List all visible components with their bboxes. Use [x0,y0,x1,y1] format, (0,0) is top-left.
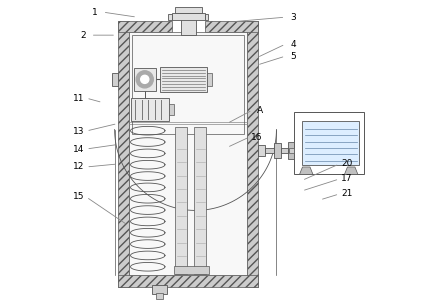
Text: 2: 2 [80,31,86,40]
Text: 4: 4 [290,40,296,49]
Bar [129,32,247,275]
Bar [265,147,274,154]
Bar [169,104,174,115]
Bar [133,68,156,91]
Bar [175,7,202,13]
Text: 13: 13 [73,126,84,135]
Bar [118,21,129,287]
Bar [140,98,149,106]
Bar [288,142,293,159]
Bar [247,21,259,287]
Bar [156,293,163,299]
Bar [174,266,209,274]
Bar [302,120,359,166]
Text: A: A [257,106,263,115]
Text: 5: 5 [290,52,296,61]
Text: 16: 16 [251,132,263,141]
Polygon shape [300,167,313,175]
Text: 12: 12 [73,163,84,172]
Bar [112,73,118,86]
Bar [171,13,205,20]
Bar [132,35,244,134]
Bar [281,147,288,154]
Text: 3: 3 [290,13,296,22]
Bar [293,112,364,175]
Circle shape [141,75,149,83]
Bar [205,14,208,20]
Bar [289,147,293,154]
Bar [168,14,171,20]
Bar [274,143,281,158]
Bar [180,19,195,35]
Bar [205,21,259,32]
Bar [118,275,259,287]
Text: 1: 1 [92,8,98,17]
Bar [160,67,207,92]
Bar [175,126,187,274]
Text: 11: 11 [73,94,84,103]
Text: 21: 21 [341,189,353,198]
Text: 20: 20 [341,160,353,169]
Bar [207,73,212,86]
Bar [259,145,265,156]
Bar [118,21,171,32]
Text: 15: 15 [73,192,84,201]
Circle shape [136,71,153,88]
Bar [130,98,169,120]
Text: 17: 17 [341,175,353,184]
Bar [194,126,206,274]
Bar [152,285,167,294]
Text: 14: 14 [73,144,84,154]
Polygon shape [344,167,358,175]
